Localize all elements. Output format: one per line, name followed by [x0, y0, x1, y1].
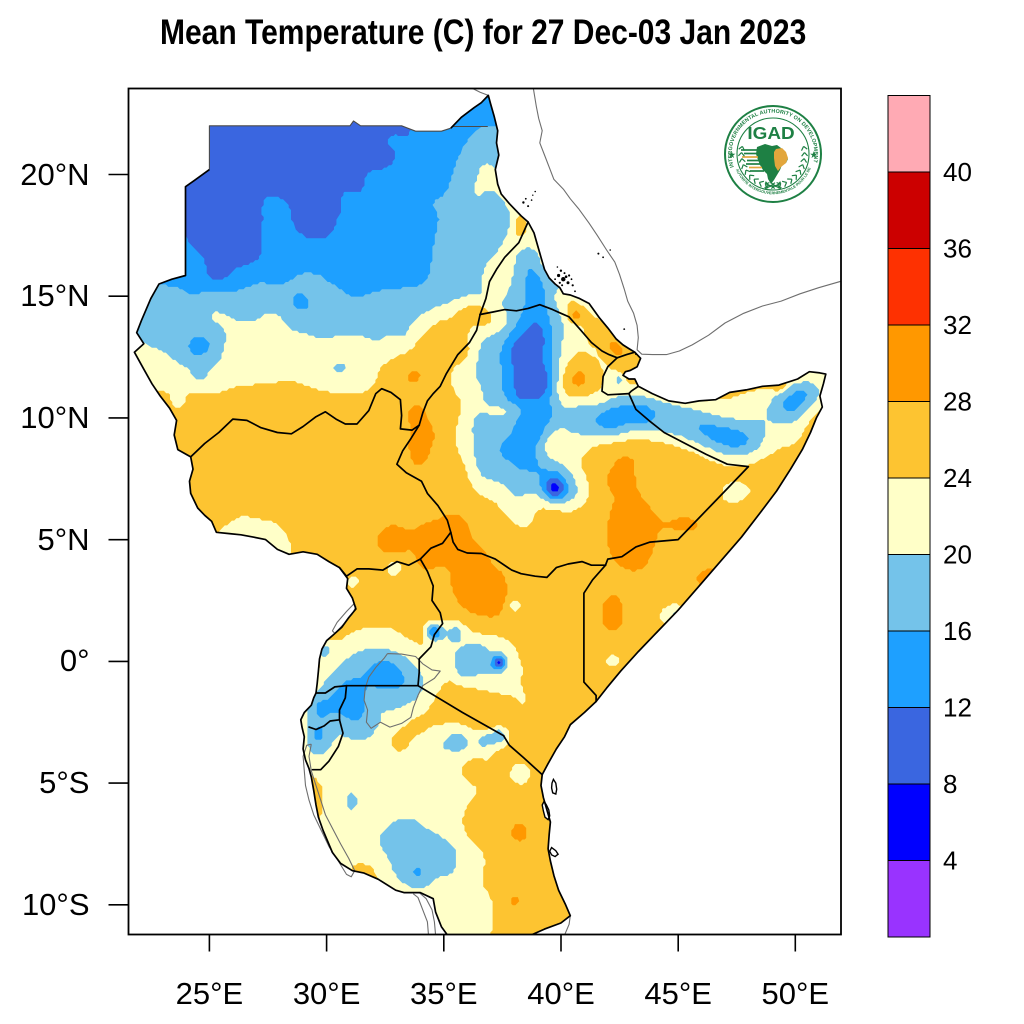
- svg-text:24: 24: [943, 463, 972, 493]
- svg-text:12: 12: [943, 693, 972, 723]
- svg-text:8: 8: [943, 769, 957, 799]
- svg-text:28: 28: [943, 387, 972, 417]
- svg-text:IGAD: IGAD: [747, 124, 794, 143]
- svg-text:4: 4: [943, 846, 957, 876]
- svg-text:★: ★: [728, 150, 737, 161]
- svg-text:40: 40: [943, 157, 972, 187]
- svg-text:32: 32: [943, 310, 972, 340]
- svg-text:36: 36: [943, 234, 972, 264]
- svg-text:★: ★: [810, 150, 819, 161]
- svg-text:16: 16: [943, 616, 972, 646]
- svg-text:20: 20: [943, 540, 972, 570]
